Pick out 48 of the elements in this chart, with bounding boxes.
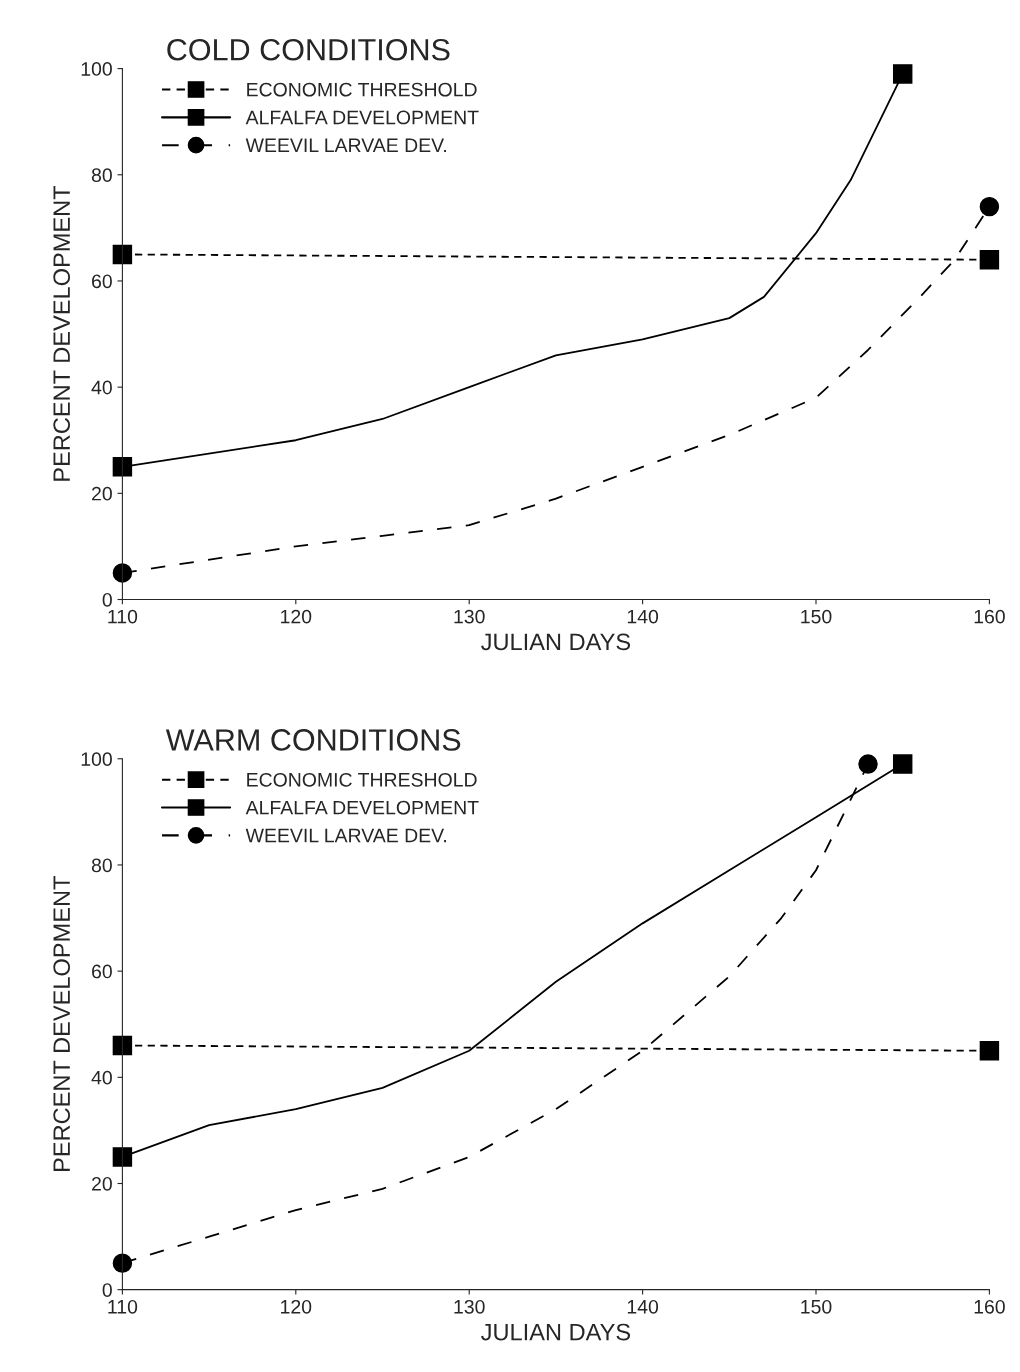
point	[112, 1253, 133, 1273]
point	[112, 1147, 133, 1167]
point	[112, 457, 133, 477]
chart-title: COLD CONDITIONS	[167, 38, 450, 61]
x-axis-title: JULIAN DAYS	[481, 633, 631, 651]
y-tick-label: 0	[102, 1283, 112, 1297]
point	[979, 196, 1000, 217]
y-tick-label: 60	[92, 964, 112, 979]
point	[112, 563, 133, 583]
x-tick-label: 150	[801, 609, 832, 624]
x-tick-label: 140	[627, 1299, 659, 1314]
point	[112, 1035, 133, 1056]
point	[979, 250, 1000, 270]
x-axis-title: JULIAN DAYS	[481, 1323, 631, 1341]
x-tick-label: 130	[454, 609, 485, 624]
point	[979, 1041, 1000, 1061]
y-tick-label: 0	[102, 592, 112, 607]
y-tick-label: 60	[92, 274, 112, 289]
chart-title: WARM CONDITIONS	[165, 729, 461, 751]
legend-label: WEEVIL LARVAE DEV.	[245, 828, 446, 843]
y-tick-label: 40	[91, 1070, 112, 1085]
legend-label: ALFALFA DEVELOPMENT	[245, 110, 479, 125]
y-axis-title: PERCENT DEVELOPMENT	[53, 185, 71, 481]
legend-label: ALFALFA DEVELOPMENT	[245, 800, 479, 815]
y-tick-label: 100	[81, 62, 112, 76]
legend-label: WEEVIL LARVAE DEV.	[245, 138, 446, 152]
x-tick-label: 130	[454, 1299, 485, 1314]
x-tick-label: 110	[108, 1299, 138, 1314]
y-tick-label: 40	[91, 380, 112, 395]
point	[892, 64, 913, 84]
x-tick-label: 120	[281, 1299, 312, 1314]
x-tick-label: 140	[627, 609, 659, 624]
y-tick-label: 100	[81, 752, 112, 767]
x-tick-label: 160	[974, 609, 1005, 624]
y-tick-label: 80	[91, 168, 112, 183]
x-tick-label: 150	[801, 1299, 832, 1314]
y-axis-title: PERCENT DEVELOPMENT	[53, 876, 71, 1171]
legend-label: ECONOMIC THRESHOLD	[247, 82, 477, 97]
point	[858, 754, 878, 774]
legend-label: ECONOMIC THRESHOLD	[247, 772, 477, 787]
point	[892, 754, 913, 774]
x-tick-label: 160	[974, 1299, 1005, 1314]
y-tick-label: 80	[91, 858, 112, 873]
x-tick-label: 120	[281, 609, 312, 624]
x-tick-label: 110	[108, 609, 138, 624]
y-tick-label: 20	[92, 486, 112, 501]
y-tick-label: 20	[92, 1176, 112, 1191]
point	[112, 244, 133, 265]
